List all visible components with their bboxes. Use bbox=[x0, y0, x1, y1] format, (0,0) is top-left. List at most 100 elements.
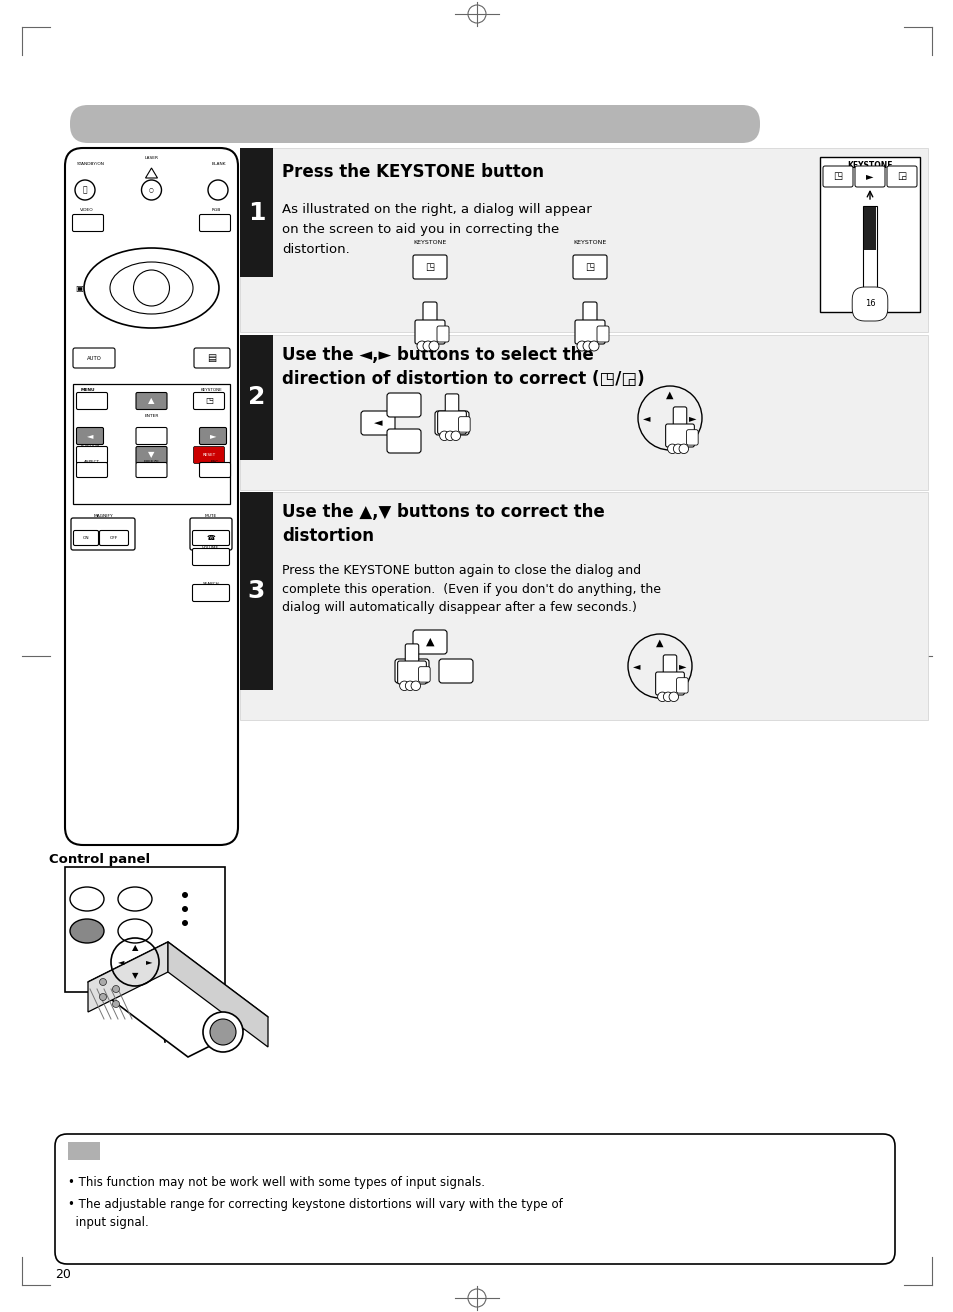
FancyBboxPatch shape bbox=[72, 214, 103, 231]
Text: As illustrated on the right, a dialog will appear
on the screen to aid you in co: As illustrated on the right, a dialog wi… bbox=[282, 203, 591, 256]
Text: MAGNIFY: MAGNIFY bbox=[93, 514, 112, 518]
Text: KEYSTONE: KEYSTONE bbox=[573, 240, 606, 245]
Text: ▤: ▤ bbox=[207, 353, 216, 363]
FancyBboxPatch shape bbox=[360, 411, 395, 436]
FancyBboxPatch shape bbox=[55, 1134, 894, 1263]
FancyBboxPatch shape bbox=[136, 446, 167, 463]
FancyBboxPatch shape bbox=[199, 463, 231, 478]
Text: ▲: ▲ bbox=[132, 943, 138, 953]
FancyBboxPatch shape bbox=[665, 424, 694, 447]
Circle shape bbox=[416, 341, 427, 352]
FancyBboxPatch shape bbox=[136, 463, 167, 478]
Ellipse shape bbox=[118, 887, 152, 911]
FancyBboxPatch shape bbox=[673, 407, 686, 428]
FancyBboxPatch shape bbox=[597, 325, 608, 342]
Text: distortion: distortion bbox=[282, 527, 374, 544]
Text: 1: 1 bbox=[248, 201, 265, 224]
Circle shape bbox=[399, 681, 409, 690]
FancyBboxPatch shape bbox=[418, 666, 430, 682]
Text: Use the ▲,▼ buttons to correct the: Use the ▲,▼ buttons to correct the bbox=[282, 502, 604, 521]
Ellipse shape bbox=[118, 918, 152, 943]
Text: ►: ► bbox=[146, 958, 152, 967]
Text: ☎: ☎ bbox=[207, 535, 215, 541]
FancyBboxPatch shape bbox=[76, 428, 103, 445]
Text: 20: 20 bbox=[55, 1267, 71, 1281]
Text: ▲: ▲ bbox=[425, 638, 434, 647]
Bar bbox=[240, 148, 273, 277]
Text: ◄: ◄ bbox=[117, 958, 124, 967]
Text: ○: ○ bbox=[149, 188, 153, 193]
FancyBboxPatch shape bbox=[387, 394, 420, 417]
Circle shape bbox=[182, 920, 188, 926]
Text: ◄: ◄ bbox=[642, 413, 650, 422]
FancyBboxPatch shape bbox=[193, 446, 224, 463]
Bar bbox=[863, 207, 875, 251]
Text: ►: ► bbox=[210, 432, 216, 441]
Bar bbox=[240, 492, 273, 690]
FancyBboxPatch shape bbox=[76, 446, 108, 463]
Text: LASER: LASER bbox=[144, 156, 158, 160]
FancyBboxPatch shape bbox=[193, 348, 230, 367]
Text: STANDBY/ON: STANDBY/ON bbox=[77, 161, 105, 167]
Circle shape bbox=[99, 979, 107, 985]
Text: VIDEO: VIDEO bbox=[80, 209, 93, 213]
Bar bbox=[862, 206, 876, 294]
Polygon shape bbox=[88, 942, 268, 1057]
FancyBboxPatch shape bbox=[822, 167, 852, 188]
FancyBboxPatch shape bbox=[193, 392, 224, 409]
FancyBboxPatch shape bbox=[395, 659, 429, 684]
Text: ⏼: ⏼ bbox=[83, 185, 88, 194]
Text: ◳: ◳ bbox=[585, 262, 594, 272]
FancyBboxPatch shape bbox=[193, 585, 230, 601]
Circle shape bbox=[679, 443, 688, 454]
Circle shape bbox=[182, 907, 188, 912]
Bar bbox=[240, 492, 927, 720]
Text: ◄: ◄ bbox=[374, 419, 382, 428]
FancyBboxPatch shape bbox=[190, 518, 232, 550]
Text: ▲: ▲ bbox=[665, 390, 673, 400]
Bar bbox=[68, 1141, 100, 1160]
FancyBboxPatch shape bbox=[886, 167, 916, 188]
Text: AUTO: AUTO bbox=[87, 356, 101, 361]
Text: • This function may not be work well with some types of input signals.: • This function may not be work well wit… bbox=[68, 1176, 484, 1189]
FancyBboxPatch shape bbox=[193, 548, 230, 565]
Text: ►: ► bbox=[688, 413, 696, 422]
FancyBboxPatch shape bbox=[413, 255, 447, 279]
Text: ◳: ◳ bbox=[205, 396, 213, 405]
FancyBboxPatch shape bbox=[76, 392, 108, 409]
FancyBboxPatch shape bbox=[199, 428, 226, 445]
FancyBboxPatch shape bbox=[655, 672, 683, 695]
FancyBboxPatch shape bbox=[136, 428, 167, 445]
Text: ▣: ▣ bbox=[75, 283, 83, 293]
Text: ▲: ▲ bbox=[148, 396, 154, 405]
Ellipse shape bbox=[70, 918, 104, 943]
Text: ◳: ◳ bbox=[833, 171, 841, 181]
Circle shape bbox=[588, 341, 598, 352]
Circle shape bbox=[582, 341, 593, 352]
Text: ◄: ◄ bbox=[87, 432, 93, 441]
FancyBboxPatch shape bbox=[71, 518, 135, 550]
Circle shape bbox=[411, 681, 420, 690]
FancyBboxPatch shape bbox=[405, 644, 418, 665]
Text: ◲: ◲ bbox=[897, 171, 905, 181]
Text: RGB: RGB bbox=[212, 209, 220, 213]
Bar bbox=[65, 867, 225, 992]
Text: RESET: RESET bbox=[202, 453, 215, 457]
Circle shape bbox=[112, 985, 119, 992]
Circle shape bbox=[577, 341, 586, 352]
Circle shape bbox=[429, 341, 438, 352]
Bar bbox=[240, 335, 273, 461]
Circle shape bbox=[210, 1019, 235, 1044]
FancyBboxPatch shape bbox=[686, 430, 698, 445]
Text: ◳: ◳ bbox=[425, 262, 435, 272]
Text: 2: 2 bbox=[248, 386, 265, 409]
FancyBboxPatch shape bbox=[437, 411, 466, 434]
Text: ENTER: ENTER bbox=[144, 415, 158, 419]
Polygon shape bbox=[168, 942, 268, 1047]
Text: ►: ► bbox=[447, 419, 456, 428]
Text: MENU: MENU bbox=[81, 388, 95, 392]
Text: VOLUME: VOLUME bbox=[202, 546, 219, 550]
Circle shape bbox=[662, 691, 672, 702]
FancyBboxPatch shape bbox=[397, 661, 426, 684]
Text: 3: 3 bbox=[248, 579, 265, 604]
